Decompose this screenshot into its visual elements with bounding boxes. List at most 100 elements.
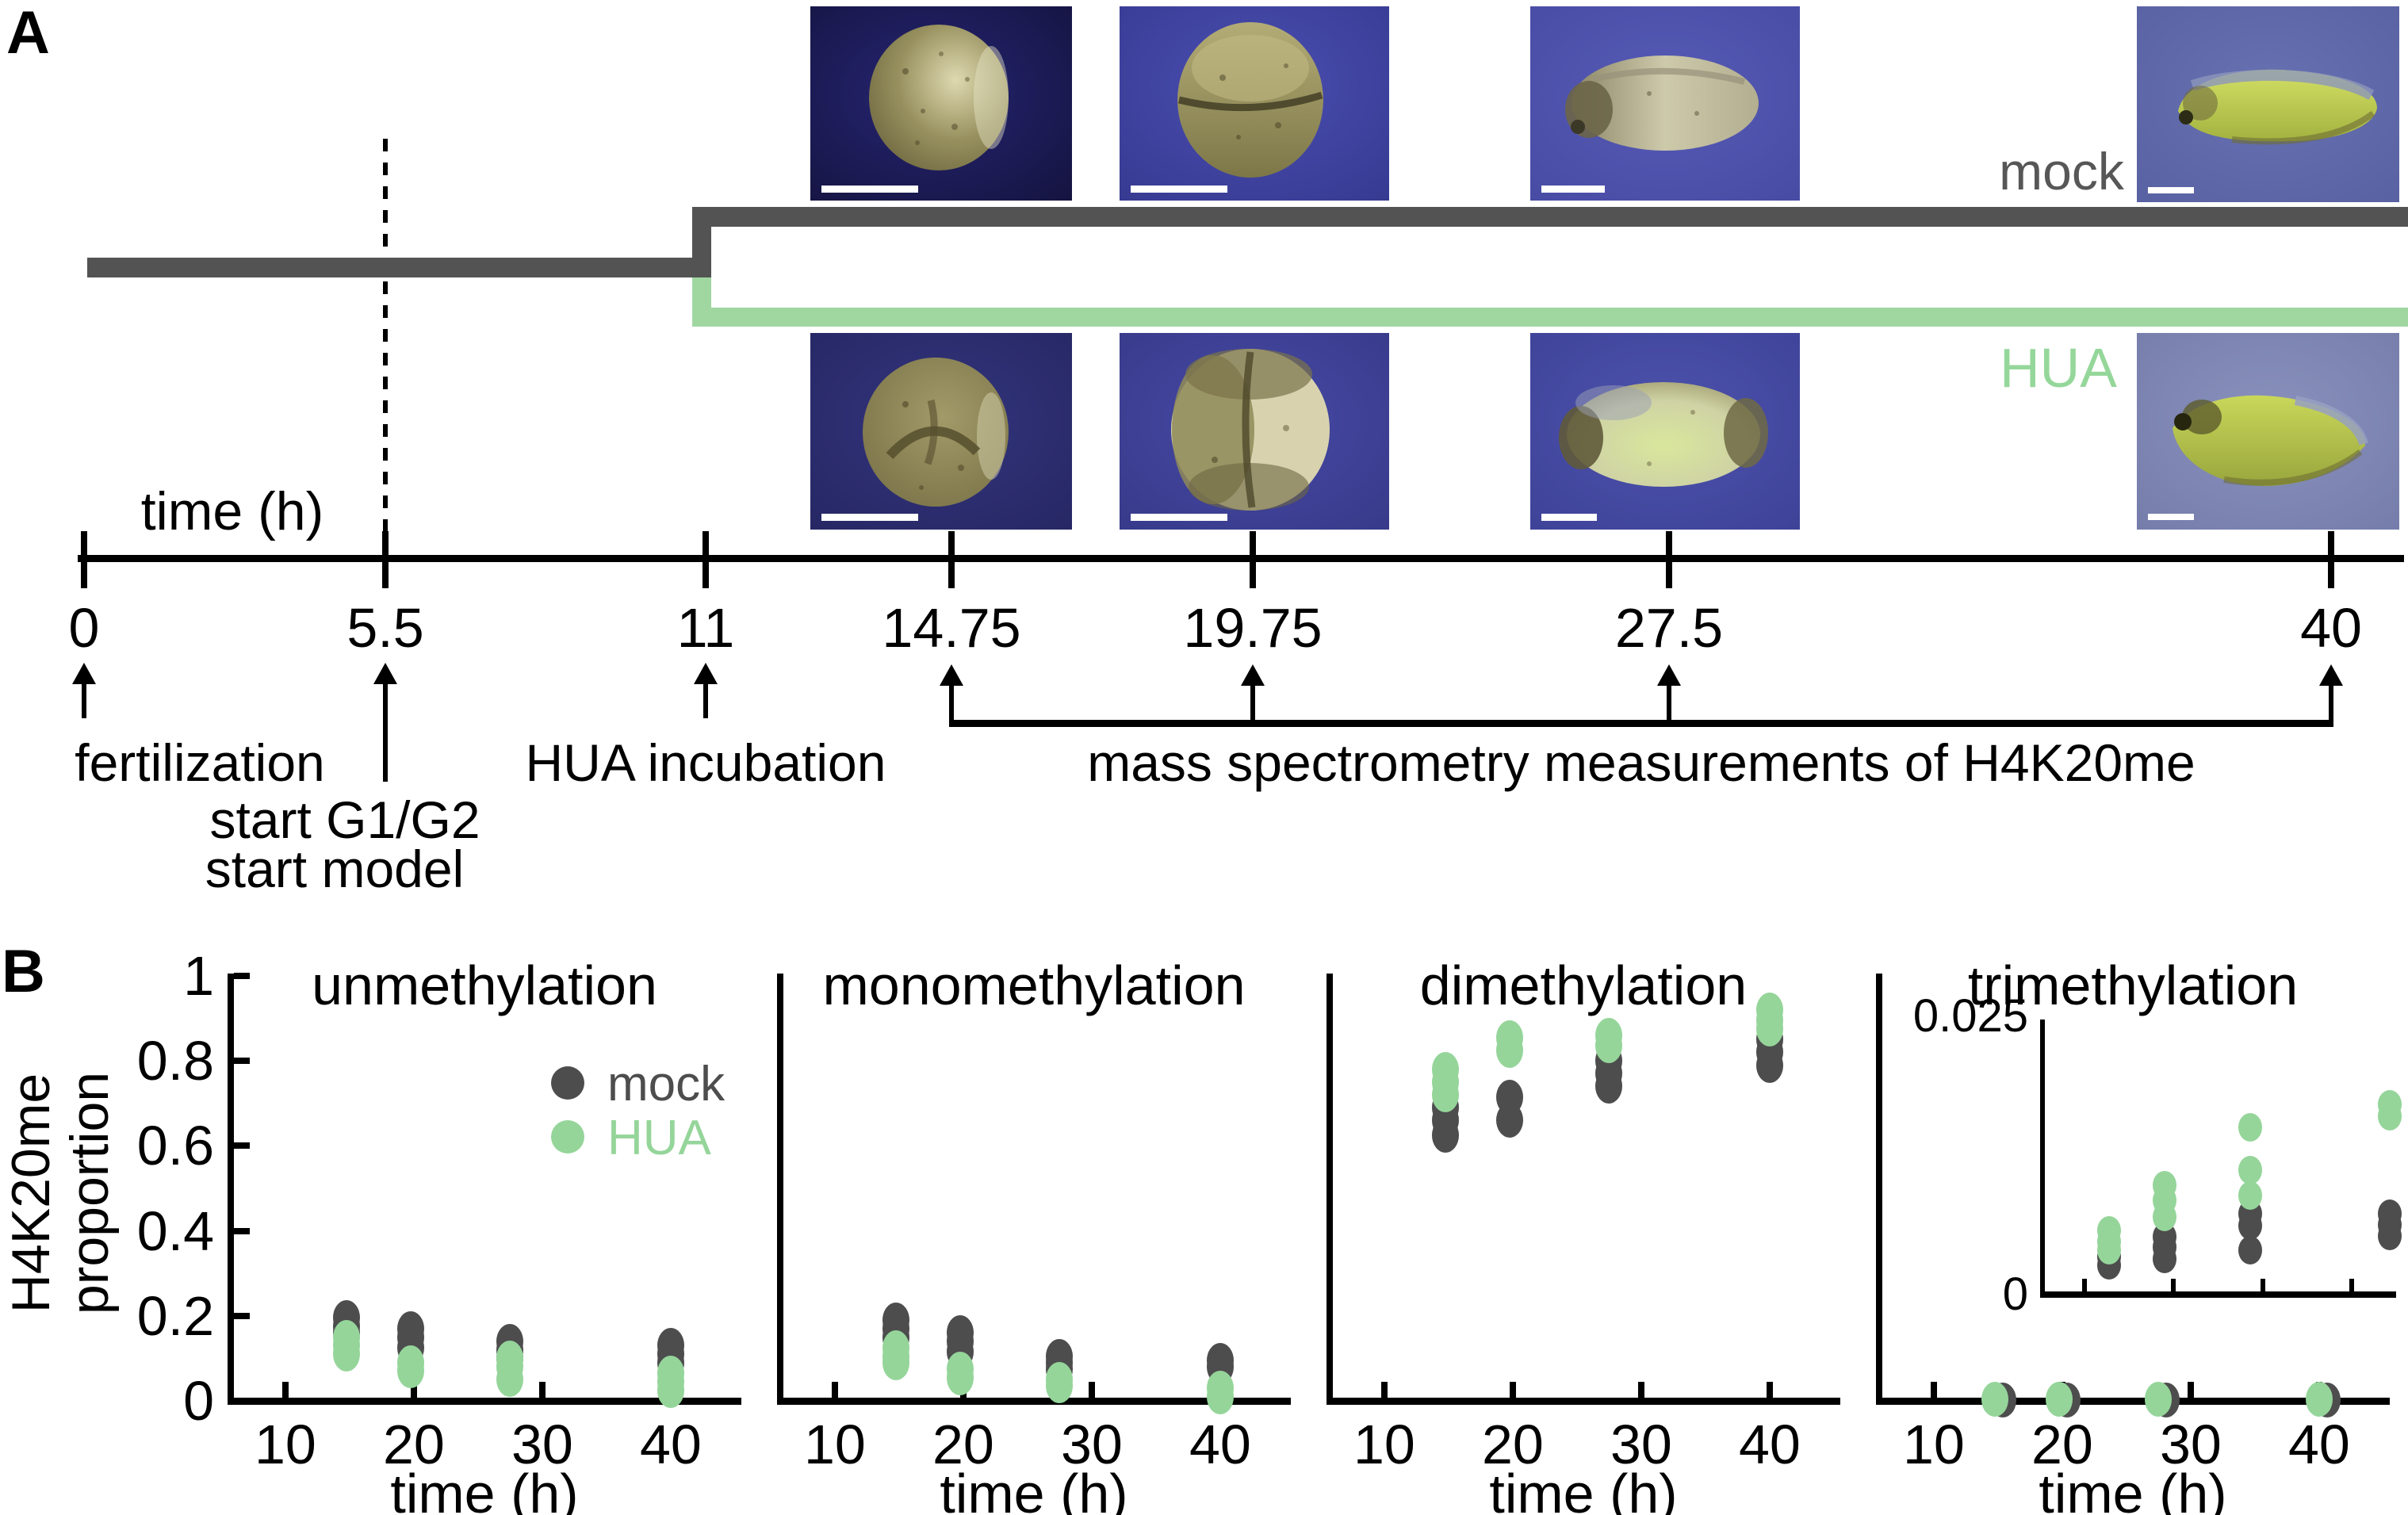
inset-data-point-HUA — [2238, 1155, 2263, 1184]
inset-data-point-HUA — [2152, 1202, 2176, 1231]
plot-title-dimethylation: dimethylation — [1419, 955, 1748, 1016]
y-tick-1 — [234, 973, 250, 979]
y-tick-label-0.6: 0.6 — [136, 1115, 214, 1177]
arrow-stem — [703, 682, 708, 718]
plot-x-axis — [1327, 1398, 1840, 1405]
arrow-stem — [1667, 683, 1671, 720]
x-tick-label-10: 10 — [803, 1414, 866, 1475]
data-point-HUA — [1595, 1028, 1623, 1064]
arrow-stem — [82, 682, 86, 718]
data-point-HUA — [396, 1353, 424, 1389]
plot-xlabel: time (h) — [940, 1463, 1128, 1515]
embryo-photo-mock-27.5h — [1530, 6, 1800, 201]
embryo-photo-mock-14.75h — [810, 6, 1072, 201]
data-point-mock — [1755, 1047, 1783, 1083]
plot-y-axis — [1876, 974, 1882, 1405]
data-point-HUA — [1755, 1012, 1783, 1046]
embryo-photo-hua-19.75h — [1120, 333, 1389, 530]
data-point-HUA — [2145, 1381, 2173, 1417]
data-point-HUA — [2305, 1381, 2333, 1417]
plot-xlabel: time (h) — [390, 1463, 579, 1515]
arrow-up-icon — [940, 664, 963, 686]
legend-dot-mock — [551, 1066, 584, 1100]
annotation-mass-spec: mass spectrometry measurements of H4K20m… — [1087, 733, 2196, 792]
data-point-HUA — [1981, 1381, 2008, 1417]
x-tick-label-10: 10 — [254, 1414, 316, 1475]
inset-data-point-HUA — [2377, 1102, 2402, 1131]
hua-branch-bar — [702, 308, 2408, 327]
data-point-mock — [1431, 1118, 1459, 1153]
y-tick-0.2 — [234, 1312, 250, 1319]
time-axis-tick-label-0: 0 — [68, 597, 100, 659]
legend-label-mock: mock — [607, 1057, 725, 1111]
x-tick-40 — [1766, 1382, 1773, 1398]
inset-data-point-mock — [2238, 1235, 2263, 1264]
annotation-hua-incubation: HUA incubation — [525, 733, 886, 792]
inset-data-point-HUA — [2238, 1113, 2263, 1142]
embryo-photo-hua-27.5h — [1530, 333, 1800, 530]
x-tick-20 — [1509, 1382, 1516, 1398]
annotation-fertilization: fertilization — [75, 733, 325, 792]
data-point-mock — [1595, 1069, 1623, 1104]
x-tick-label-30: 30 — [2159, 1414, 2222, 1475]
data-point-HUA — [946, 1360, 974, 1395]
plot-title-trimethylation: trimethylation — [1967, 955, 2299, 1016]
time-axis-tick-0 — [81, 531, 87, 588]
y-tick-label-0.8: 0.8 — [136, 1030, 214, 1092]
mock-branch-bar — [702, 207, 2408, 227]
plot-title-monomethylation: monomethylation — [822, 955, 1246, 1016]
main-timeline-bar — [87, 258, 711, 277]
dotted-line-5.5h — [383, 139, 388, 551]
inset-y-tick-label-0.025: 0.025 — [1912, 990, 2028, 1042]
arrow-stem — [949, 683, 954, 720]
inset-y-axis — [2040, 1020, 2045, 1298]
embryo-photo-mock-19.75h — [1120, 6, 1389, 201]
y-axis-title: H4K20me proportion — [1, 955, 121, 1431]
arrow-up-icon — [694, 663, 718, 684]
inset-x-tick — [2260, 1279, 2265, 1291]
x-tick-label-10: 10 — [1902, 1414, 1965, 1475]
time-axis-tick-27.5 — [1666, 531, 1672, 588]
x-tick-label-30: 30 — [511, 1414, 573, 1475]
embryo-photo-hua-40h — [2137, 333, 2399, 530]
arrow-stem — [2329, 683, 2333, 720]
x-tick-label-20: 20 — [932, 1414, 994, 1475]
arrow-up-icon — [1657, 664, 1681, 686]
plot-xlabel: time (h) — [1489, 1463, 1678, 1515]
y-axis-title-line2: proportion — [59, 1071, 120, 1315]
y-tick-label-0.2: 0.2 — [136, 1284, 214, 1347]
inset-y-tick-label-0: 0 — [2002, 1268, 2028, 1320]
x-tick-30 — [2187, 1382, 2194, 1398]
inset-data-point-mock — [2152, 1245, 2176, 1274]
data-point-HUA — [882, 1345, 909, 1380]
x-tick-30 — [538, 1382, 546, 1398]
inset-x-tick — [2082, 1279, 2088, 1291]
x-tick-10 — [281, 1382, 289, 1398]
arrow-up-icon — [72, 663, 96, 684]
arrow-stem — [1250, 683, 1255, 720]
time-axis-tick-label-19.75: 19.75 — [1183, 597, 1323, 659]
y-tick-label-0: 0 — [183, 1370, 214, 1432]
time-axis-tick-5.5 — [382, 531, 389, 588]
time-axis-tick-11 — [702, 531, 709, 588]
time-axis-tick-label-27.5: 27.5 — [1614, 597, 1724, 659]
plot-x-axis — [228, 1398, 741, 1405]
hua-branch-label: HUA — [2000, 337, 2117, 399]
inset-data-point-HUA — [2096, 1235, 2121, 1264]
data-point-HUA — [332, 1337, 360, 1372]
time-axis-tick-label-11: 11 — [676, 597, 735, 659]
annotation-start-g1g2: start G1/G2 — [209, 790, 480, 849]
y-tick-label-0.4: 0.4 — [136, 1199, 214, 1262]
data-point-HUA — [2045, 1381, 2073, 1417]
y-tick-0 — [234, 1398, 250, 1404]
inset-x-tick — [2349, 1279, 2354, 1291]
x-tick-label-10: 10 — [1353, 1414, 1415, 1475]
arrow-up-icon — [373, 663, 397, 684]
data-point-HUA — [1206, 1379, 1234, 1414]
x-tick-label-40: 40 — [2287, 1414, 2350, 1475]
y-tick-0.6 — [234, 1142, 250, 1150]
inset-x-tick — [2171, 1279, 2176, 1291]
time-axis-tick-14.75 — [948, 531, 955, 588]
plot-x-axis — [777, 1398, 1291, 1405]
